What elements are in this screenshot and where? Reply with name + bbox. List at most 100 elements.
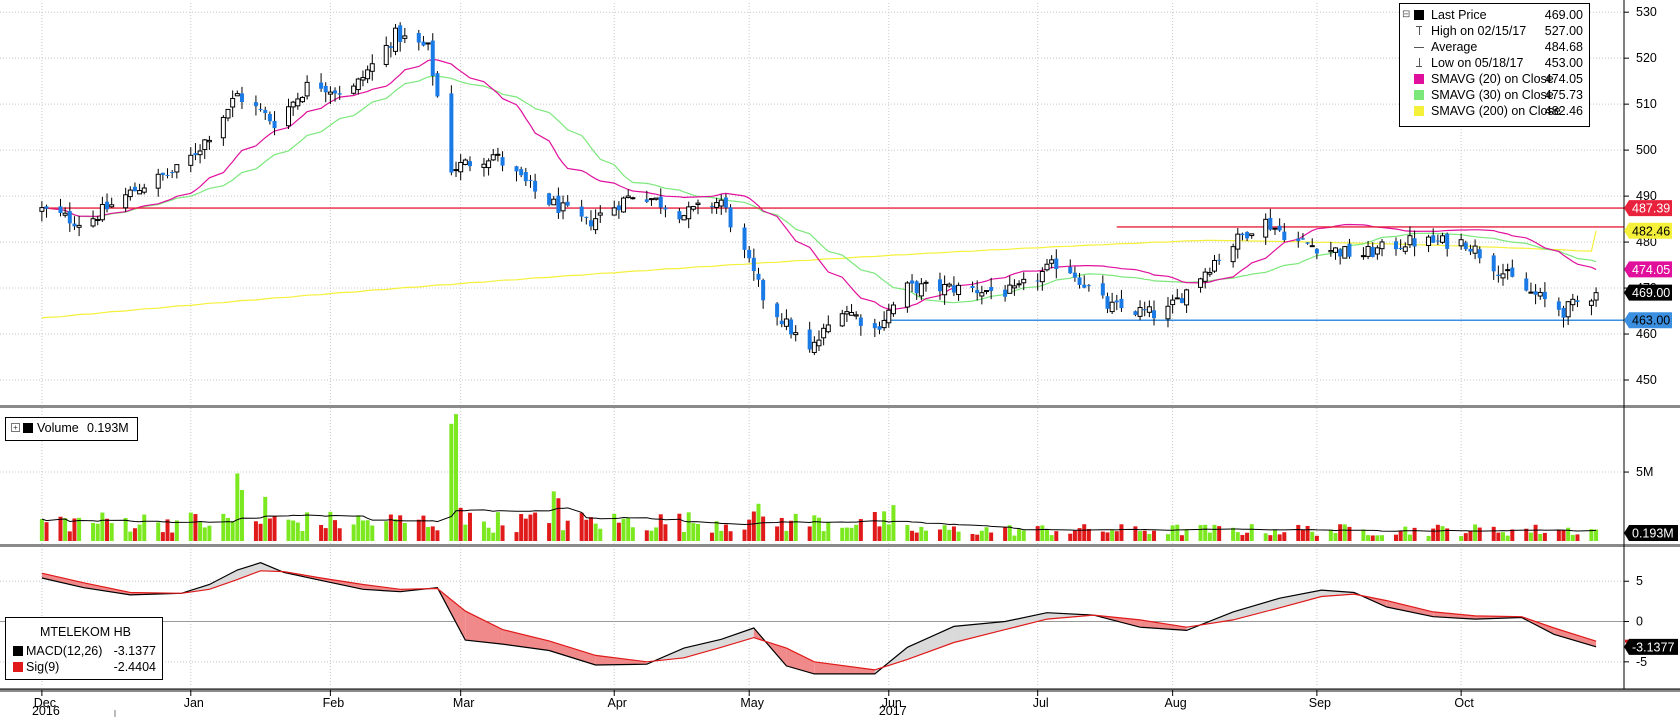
- candle-body: [783, 318, 789, 327]
- price-tag-shape: [1624, 312, 1672, 329]
- volume-bar: [105, 518, 110, 541]
- volume-bar: [165, 519, 170, 541]
- volume-bar: [1440, 526, 1445, 541]
- candle-body: [1268, 217, 1273, 230]
- volume-bar: [1049, 535, 1054, 541]
- candle-body: [593, 218, 599, 231]
- candle-body: [230, 97, 236, 108]
- volume-bar: [654, 527, 659, 541]
- volume-swatch: [23, 423, 33, 433]
- volume-bar: [1142, 530, 1147, 541]
- volume-bar: [1412, 527, 1417, 541]
- candle-body: [547, 193, 552, 205]
- candle-body: [1463, 242, 1468, 250]
- candle-body: [500, 157, 505, 166]
- volume-bar: [1198, 525, 1203, 541]
- price-axis-label: 460: [1636, 327, 1657, 341]
- volume-bar: [1361, 529, 1366, 541]
- price-axis-label: 490: [1636, 189, 1657, 203]
- volume-bar: [398, 515, 403, 541]
- candle-body: [1105, 296, 1110, 309]
- candle-body: [1365, 245, 1371, 257]
- volume-bar: [621, 518, 626, 541]
- price-tag-shape: [1624, 222, 1672, 239]
- volume-bar: [67, 531, 72, 541]
- price-legend: ⊟ Last Price 469.00 High on 02/15/17 527.00 A…: [1399, 3, 1590, 127]
- volume-bar: [840, 527, 845, 541]
- macd-legend-title: MTELEKOM HB: [40, 625, 131, 639]
- legend-swatch: [1414, 10, 1424, 20]
- candle-body: [1510, 267, 1515, 277]
- volume-bar: [426, 527, 431, 541]
- candle-body: [1314, 248, 1319, 254]
- volume-bar: [882, 511, 887, 541]
- signal-line: [41, 570, 1597, 671]
- volume-bar: [1333, 533, 1338, 541]
- macd-fill-segment: [465, 611, 503, 645]
- volume-bar: [1268, 535, 1273, 541]
- volume-bar: [235, 473, 240, 541]
- volume-bar: [481, 521, 486, 541]
- macd-fill-segment: [595, 655, 647, 666]
- volume-legend-label: Volume: [37, 421, 79, 435]
- macd-fill-segment: [1554, 627, 1597, 647]
- volume-bar: [435, 530, 440, 541]
- volume-bar: [1459, 536, 1464, 541]
- signal-swatch: [13, 662, 23, 672]
- volume-bar: [1393, 534, 1398, 541]
- candle-body: [616, 205, 621, 211]
- volume-bar: [970, 534, 975, 541]
- candle-body: [1472, 245, 1478, 254]
- candle-body: [756, 273, 761, 280]
- volume-bar: [854, 524, 859, 541]
- volume-bar: [812, 515, 817, 541]
- candle-body: [1119, 298, 1124, 309]
- volume-bar: [695, 523, 700, 541]
- candle-body: [1077, 277, 1082, 285]
- candle-body: [1588, 300, 1594, 306]
- volume-bar: [682, 531, 687, 541]
- candle-body: [39, 207, 45, 212]
- macd-swatch: [13, 646, 23, 656]
- price-legend-row: SMAVG (20) on Close 474.05: [1400, 71, 1589, 87]
- volume-bar: [491, 532, 496, 541]
- volume-bar: [239, 489, 244, 541]
- volume-axis-label: 5M: [1636, 465, 1653, 479]
- volume-bar: [714, 521, 719, 541]
- candle-body: [1537, 291, 1543, 297]
- candle-body: [1426, 236, 1432, 246]
- volume-bar: [402, 522, 407, 541]
- volume-bar: [677, 513, 682, 541]
- x-axis-month-label: Jul: [1033, 696, 1049, 710]
- candle-body: [1249, 233, 1255, 237]
- price-legend-row: SMAVG (200) on Close 482.46: [1400, 103, 1589, 119]
- volume-bar: [142, 514, 147, 541]
- candle-body: [1035, 280, 1040, 282]
- volume-bar: [109, 523, 114, 541]
- candle-body: [946, 283, 952, 287]
- volume-bar: [523, 518, 528, 541]
- volume-bar: [1170, 525, 1175, 541]
- price-tag-shape: [1624, 200, 1672, 217]
- volume-bar: [44, 522, 49, 541]
- collapse-icon[interactable]: ⊟: [1402, 9, 1411, 20]
- volume-bar: [305, 512, 310, 541]
- candle-body: [1328, 250, 1334, 253]
- price-tag-shape: [1624, 284, 1672, 301]
- volume-bar: [784, 530, 789, 541]
- volume-bar: [226, 517, 231, 541]
- volume-bar: [1138, 531, 1143, 541]
- candle-body: [975, 289, 980, 294]
- legend-label: SMAVG (200) on Close: [1431, 104, 1561, 118]
- volume-bar: [356, 515, 361, 541]
- candle-body: [625, 195, 631, 199]
- volume-bar: [1207, 532, 1212, 541]
- volume-bar: [486, 527, 491, 541]
- legend-value: 469.00: [1544, 8, 1583, 22]
- volume-bar: [1021, 530, 1026, 541]
- volume-bar: [1231, 527, 1236, 541]
- volume-bar: [1249, 524, 1254, 541]
- candle-body: [1524, 278, 1529, 291]
- candle-body: [402, 35, 408, 39]
- expand-icon[interactable]: +: [11, 423, 20, 432]
